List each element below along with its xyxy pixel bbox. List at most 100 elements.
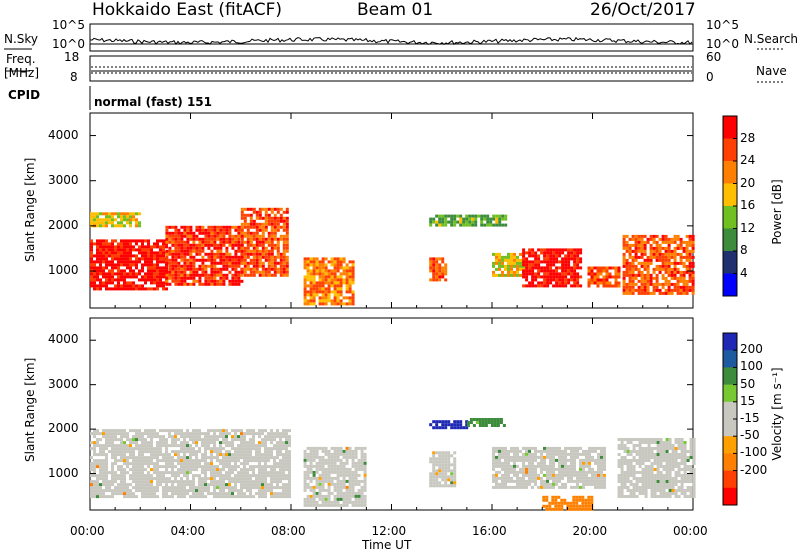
heat-cell <box>441 469 445 473</box>
heat-cell <box>628 237 632 241</box>
heat-cell <box>288 450 291 454</box>
heat-cell <box>315 455 319 459</box>
heat-cell <box>552 248 556 252</box>
heat-cell <box>453 472 457 476</box>
heat-cell <box>549 251 553 255</box>
heat-cell <box>342 302 346 306</box>
heat-cell <box>573 479 576 483</box>
heat-cell <box>105 278 108 282</box>
heat-cell <box>117 474 120 478</box>
heat-cell <box>171 237 175 241</box>
heat-cell <box>132 471 135 475</box>
heat-cell <box>629 465 633 468</box>
heat-cell <box>596 284 600 288</box>
heat-cell <box>201 489 204 493</box>
heat-cell <box>303 452 307 456</box>
heat-cell <box>249 441 252 445</box>
heat-cell <box>626 471 630 474</box>
heat-cell <box>264 459 267 463</box>
heat-cell <box>555 467 558 471</box>
heat-cell <box>177 228 181 232</box>
heat-cell <box>484 418 488 421</box>
heat-cell <box>186 462 189 466</box>
heat-cell <box>692 450 696 453</box>
heat-cell <box>363 470 367 474</box>
heat-cell <box>201 459 204 463</box>
heat-cell <box>591 470 594 474</box>
heat-cell <box>623 438 627 441</box>
heat-cell <box>519 455 522 459</box>
heat-cell <box>240 456 243 460</box>
heat-cell <box>255 231 259 235</box>
heat-cell <box>186 429 189 433</box>
heat-cell <box>680 480 684 483</box>
heat-cell <box>216 237 220 241</box>
heat-cell <box>231 456 234 460</box>
heat-cell <box>282 273 286 277</box>
heat-cell <box>198 237 202 241</box>
heat-cell <box>570 449 573 453</box>
heat-cell <box>567 248 571 252</box>
heat-cell <box>459 420 463 424</box>
heat-cell <box>653 462 657 465</box>
heat-cell <box>475 421 479 424</box>
heat-cell <box>656 438 660 441</box>
heat-cell <box>123 474 126 478</box>
heat-cell <box>105 444 108 448</box>
heat-cell <box>270 273 274 277</box>
heat-cell <box>363 476 367 480</box>
heat-cell <box>650 474 654 477</box>
heat-cell <box>153 287 156 291</box>
heat-cell <box>255 492 258 496</box>
heat-cell <box>647 480 651 483</box>
heat-cell <box>555 248 559 252</box>
heat-cell <box>153 257 156 261</box>
heat-cell <box>585 449 588 453</box>
heat-cell <box>282 264 286 268</box>
heat-cell <box>99 212 102 216</box>
heat-cell <box>267 471 270 475</box>
heat-cell <box>348 467 352 471</box>
heat-cell <box>525 272 529 276</box>
heat-cell <box>162 495 165 499</box>
heat-cell <box>315 257 319 261</box>
heat-cell <box>655 234 659 238</box>
heat-cell <box>501 452 504 456</box>
heat-cell <box>267 447 270 451</box>
heat-cell <box>162 441 165 445</box>
heat-cell <box>228 456 231 460</box>
heat-cell <box>600 473 603 477</box>
heat-cell <box>135 462 138 466</box>
heat-cell <box>501 214 505 218</box>
heat-cell <box>123 453 126 457</box>
heat-cell <box>135 486 138 490</box>
heat-cell <box>264 444 267 448</box>
heat-cell <box>156 465 159 469</box>
heat-cell <box>593 278 597 282</box>
heat-cell <box>646 288 650 292</box>
heat-cell <box>558 455 561 459</box>
heat-cell <box>686 480 690 483</box>
heat-cell <box>671 477 675 480</box>
heat-cell <box>219 489 222 493</box>
heat-cell <box>174 477 177 481</box>
heat-cell <box>264 252 268 256</box>
heat-cell <box>495 455 498 459</box>
heat-cell <box>198 480 201 484</box>
heat-cell <box>315 290 319 294</box>
heat-cell <box>237 453 240 457</box>
heat-cell <box>656 495 660 498</box>
heat-cell <box>192 480 195 484</box>
heat-cell <box>141 477 144 481</box>
heat-cell <box>495 485 498 489</box>
heat-cell <box>552 446 555 450</box>
heat-cell <box>126 489 129 493</box>
heat-cell <box>692 477 696 480</box>
heat-cell <box>120 242 123 246</box>
heat-cell <box>252 465 255 469</box>
heat-cell <box>528 284 532 288</box>
heat-cell <box>635 453 639 456</box>
heat-cell <box>516 449 519 453</box>
heat-cell <box>129 245 132 249</box>
heat-cell <box>96 260 99 264</box>
